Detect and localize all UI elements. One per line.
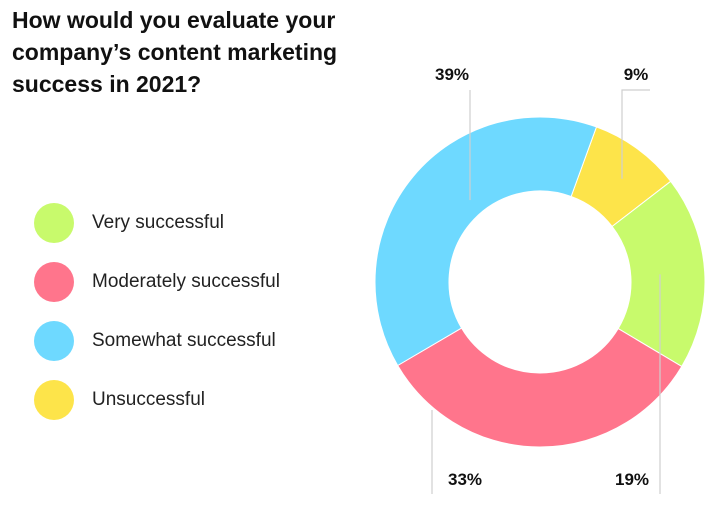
chart-title: How would you evaluate your company’s co… <box>12 7 338 97</box>
legend-label-unsuccessful: Unsuccessful <box>92 389 205 410</box>
legend-label-moderately-successful: Moderately successful <box>92 271 280 292</box>
value-label-moderately-successful: 33% <box>448 470 482 489</box>
leader-line-unsuccessful <box>621 89 650 179</box>
donut-slice-moderately-successful <box>397 327 683 448</box>
value-label-somewhat-successful: 39% <box>435 65 469 84</box>
legend-swatch-moderately-successful <box>34 262 74 302</box>
legend-label-somewhat-successful: Somewhat successful <box>92 330 276 351</box>
value-label-very-successful: 19% <box>615 470 649 489</box>
donut-slice-somewhat-successful <box>374 116 598 367</box>
donut-slices <box>374 116 706 448</box>
legend-item-somewhat-successful: Somewhat successful <box>34 321 354 361</box>
legend-swatch-somewhat-successful <box>34 321 74 361</box>
legend-label-very-successful: Very successful <box>92 212 224 233</box>
value-label-unsuccessful: 9% <box>624 65 649 84</box>
value-labels: 19% 33% 39% 9% <box>435 65 649 489</box>
legend-swatch-unsuccessful <box>34 380 74 420</box>
legend-item-very-successful: Very successful <box>34 203 354 243</box>
leader-lines <box>431 89 661 494</box>
legend-item-unsuccessful: Unsuccessful <box>34 380 354 420</box>
legend-swatch-very-successful <box>34 203 74 243</box>
donut-slice-very-successful <box>611 180 706 368</box>
legend-item-moderately-successful: Moderately successful <box>34 262 354 302</box>
